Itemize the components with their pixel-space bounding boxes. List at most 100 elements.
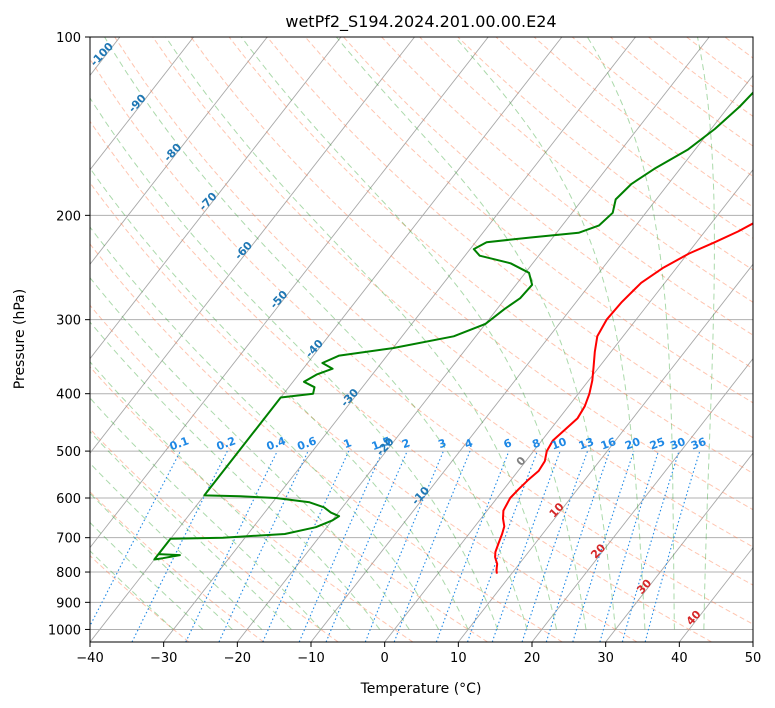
moist-adiabat-line: [90, 361, 351, 630]
isotherm-label: -90: [126, 92, 149, 116]
moist-adiabat-line: [165, 37, 557, 630]
mixing-ratio-label: 1.5: [370, 434, 393, 453]
x-tick-label: −40: [76, 651, 103, 666]
mixing-ratio-label: 16: [599, 435, 618, 453]
x-tick-label: 20: [524, 651, 541, 666]
y-tick-label: 500: [56, 445, 81, 460]
isotherm-label: -100: [88, 40, 117, 69]
x-tick-label: 10: [450, 651, 467, 666]
moist-adiabat-line: [90, 430, 292, 630]
x-tick-label: 50: [745, 651, 762, 666]
moist-adiabat-line: [90, 276, 410, 630]
mixing-ratio-label: 1: [342, 436, 354, 451]
dry-adiabat-line: [457, 37, 753, 271]
y-tick-label: 900: [56, 596, 81, 611]
moist-adiabat-line: [90, 462, 263, 630]
moist-adiabat-line: [90, 550, 174, 630]
dry-adiabat-line: [381, 37, 753, 336]
x-tick-label: −20: [224, 651, 251, 666]
mixing-ratio-label: 25: [648, 435, 667, 452]
mixing-ratio-label: 0.4: [265, 434, 288, 453]
x-axis-label: Temperature (°C): [360, 681, 482, 697]
moist-adiabat-line: [90, 321, 381, 630]
isotherm-line: [90, 37, 415, 454]
y-tick-label: 200: [56, 209, 81, 224]
isotherm-label: -70: [197, 190, 220, 214]
dry-adiabat-line: [90, 366, 414, 642]
isotherm-line: [90, 37, 194, 171]
y-tick-label: 600: [56, 492, 81, 507]
mixing-ratio-line: [185, 450, 278, 642]
isotherm-label: -60: [232, 239, 255, 263]
axis-ticks: −40 −30 −20 −10 0 10 20 30 40 5010020030040050060…: [48, 31, 761, 666]
mixing-ratio-label: 20: [623, 435, 642, 453]
profile-lines: [153, 91, 753, 574]
dry-adiabat-line: [90, 491, 264, 642]
plot-frame: [89, 36, 754, 643]
y-tick-label: 1000: [48, 623, 81, 638]
y-tick-label: 300: [56, 314, 81, 329]
moist-adiabat-line: [586, 37, 675, 630]
temperature-profile-line: [494, 222, 753, 574]
mixing-ratio-label: 8: [530, 436, 542, 451]
moist-adiabat-line: [336, 37, 616, 630]
isotherm-line: [384, 169, 753, 642]
x-tick-label: 40: [671, 651, 688, 666]
mixing-ratio-label: 10: [550, 435, 569, 453]
mixing-ratio-line: [393, 450, 471, 642]
dry-adiabat-line: [495, 37, 753, 239]
moist-adiabat-line: [90, 97, 499, 630]
isotherm-label: -80: [161, 141, 184, 165]
mixing-ratio-line: [218, 450, 309, 642]
moist-adiabat-line: [90, 521, 204, 630]
isotherm-label: -30: [338, 386, 361, 410]
isotherm-label: -40: [303, 337, 326, 361]
mixing-ratio-line: [621, 450, 680, 642]
dry-adiabat-line: [343, 37, 753, 370]
mixing-ratio-label: 36: [689, 435, 708, 453]
y-tick-label: 100: [56, 31, 81, 46]
dry-adiabat-line: [533, 37, 753, 208]
mixing-ratio-label: 30: [668, 435, 687, 453]
mixing-ratio-line: [131, 450, 228, 642]
moist-adiabat-line: [697, 37, 715, 630]
moist-adiabat-line: [240, 37, 587, 630]
y-tick-label: 400: [56, 388, 81, 403]
mixing-ratio-line: [521, 450, 589, 642]
dewpoint-profile-line: [153, 91, 753, 561]
dry-adiabat-line: [228, 37, 753, 474]
isotherm-line: [90, 37, 268, 265]
dry-adiabat-line: [152, 37, 753, 548]
moist-adiabat-line: [90, 167, 469, 630]
mixing-ratio-label: 0.1: [168, 434, 191, 453]
mixing-ratio-label: 4: [463, 436, 475, 451]
y-tick-label: 800: [56, 566, 81, 581]
dry-adiabat-line: [266, 37, 753, 439]
chart-title: wetPf2_S194.2024.201.00.00.E24: [285, 12, 556, 32]
isotherm-label: -50: [267, 288, 290, 312]
isotherm-line: [236, 37, 710, 642]
mixing-ratio-label: 3: [436, 436, 448, 451]
mixing-ratio-line: [644, 450, 701, 642]
mixing-ratio-line: [466, 450, 538, 642]
mixing-ratio-line: [491, 450, 561, 642]
isotherm-line: [752, 641, 753, 642]
mixing-ratio-line: [435, 450, 510, 642]
x-tick-label: −30: [150, 651, 177, 666]
isotherm-line: [457, 263, 753, 642]
x-tick-label: 0: [381, 651, 389, 666]
isotherm-line: [310, 74, 753, 642]
mixing-ratio-label: 6: [502, 436, 514, 451]
moist-adiabat-line: [90, 226, 440, 630]
mixing-ratio-line: [545, 450, 611, 642]
mixing-ratio-line: [298, 450, 384, 642]
isotherm-label: 0: [514, 454, 529, 469]
isotherm-label: -10: [409, 484, 432, 508]
mixing-ratio-line: [262, 450, 350, 642]
mixing-ratio-label: 0.6: [296, 434, 319, 453]
line-labels: 0.1 0.2 0.4 0.6 1 1.5 2 3 4 6 8 10 13 16 20 25 30 36-100-…: [88, 40, 709, 628]
y-axis-label: Pressure (hPa): [12, 289, 28, 389]
dry-adiabat-line: [304, 37, 753, 404]
dry-adiabat-line: [90, 58, 753, 625]
